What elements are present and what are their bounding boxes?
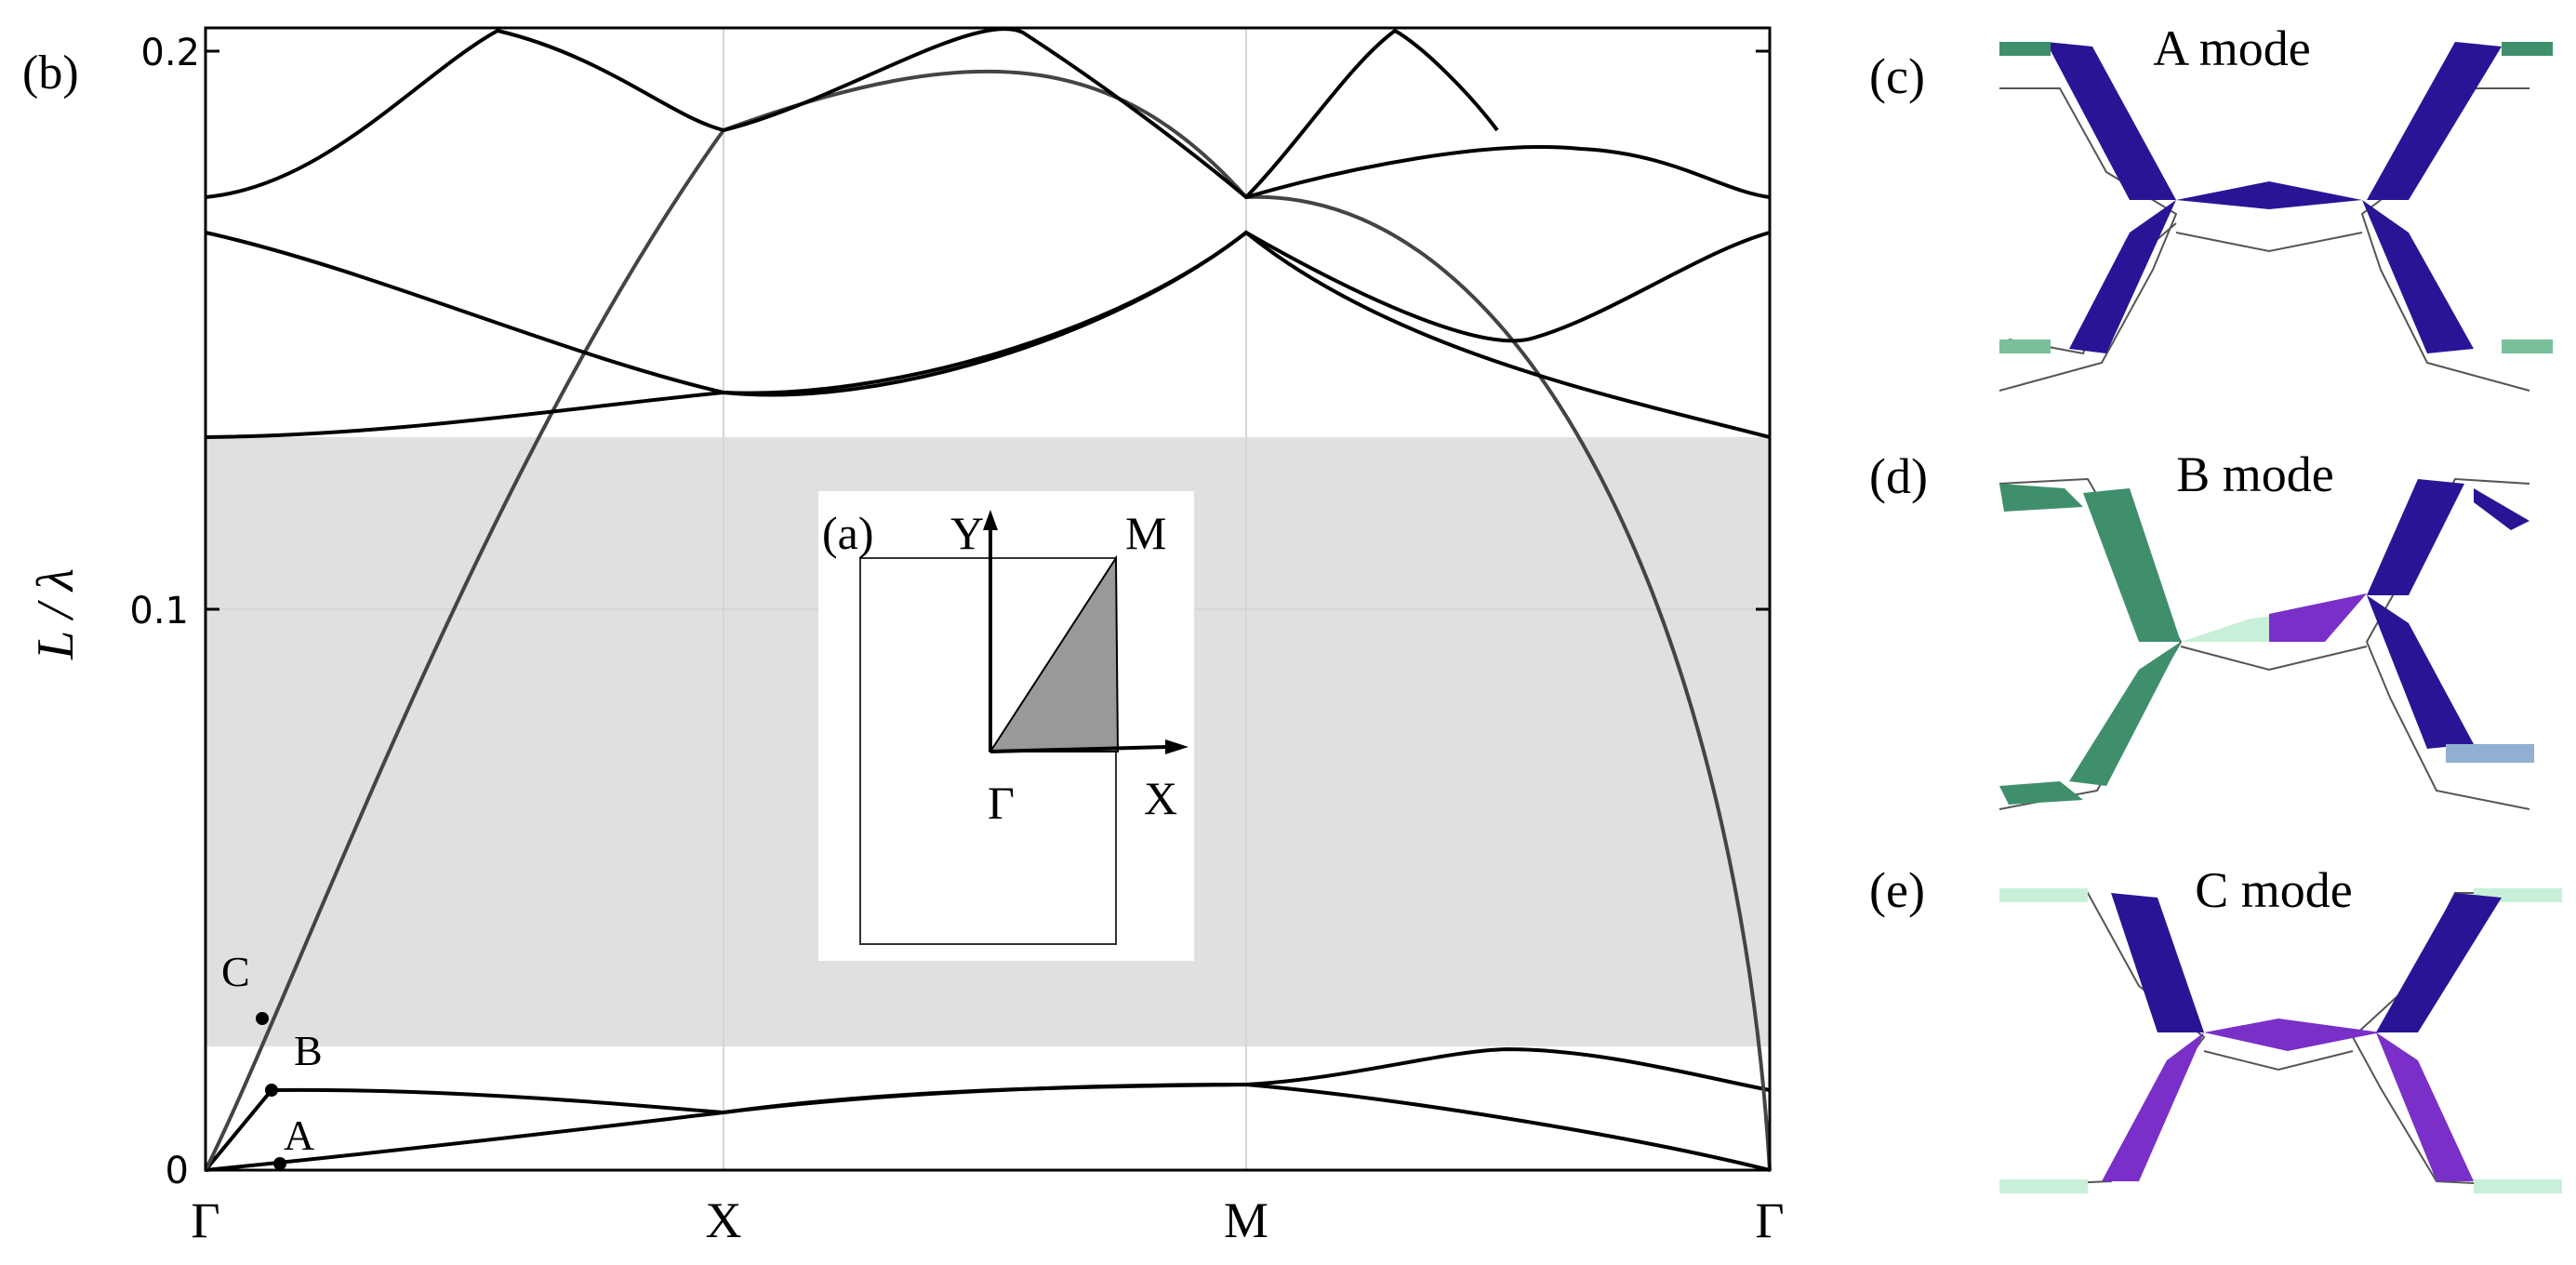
panel-label-d: (d) [1869, 448, 1928, 504]
band-optical-4 [1244, 28, 1499, 199]
marker-a [273, 1157, 286, 1170]
marker-label-a: A [284, 1112, 314, 1159]
y-tick-01: 0.1 [129, 590, 189, 632]
mode-c-title: C mode [2195, 862, 2353, 918]
mode-shape-c: (e) C mode [1869, 862, 2562, 1193]
y-axis-label: L / λ [27, 568, 85, 660]
x-tick-gamma-right: Γ [1755, 1192, 1784, 1248]
inset-label-x: X [1144, 772, 1177, 824]
y-axis-ticks [206, 49, 1770, 611]
brillouin-zone-inset: (a) Y M X Γ [818, 491, 1194, 961]
x-tick-gamma-left: Γ [191, 1192, 219, 1248]
panel-label-c: (c) [1869, 48, 1925, 104]
band-acoustic-b [204, 1046, 1771, 1172]
band-optical-2 [205, 230, 1771, 439]
mode-b-title: B mode [2176, 446, 2334, 502]
y-tick-02: 0.2 [140, 32, 200, 74]
mode-a-title: A mode [2153, 20, 2311, 76]
dispersion-bands [204, 27, 1772, 1172]
marker-b [265, 1084, 278, 1097]
inset-panel-label-a: (a) [822, 507, 874, 559]
marker-c [256, 1012, 269, 1025]
kx-arrowhead [1165, 739, 1188, 754]
band-acoustic-a [205, 1082, 1771, 1172]
inset-label-m: M [1125, 507, 1166, 559]
band-optical-1 [205, 230, 1771, 439]
mode-shape-b: (d) B mode [1869, 446, 2534, 810]
band-longitudinal [204, 69, 1772, 1171]
band-optical-3 [205, 27, 1771, 200]
mode-shape-a: (c) A mode [1869, 20, 2553, 392]
plot-frame [204, 26, 1772, 1172]
x-tick-m: M [1224, 1192, 1268, 1248]
x-tick-x: X [706, 1192, 742, 1248]
panel-label-e: (e) [1869, 862, 1925, 918]
ky-arrowhead [983, 510, 998, 530]
marker-label-c: C [221, 948, 250, 995]
inset-label-y: Y [950, 507, 984, 559]
y-tick-0: 0 [166, 1150, 189, 1192]
marker-label-b: B [294, 1027, 323, 1074]
panel-label-b: (b) [22, 47, 79, 100]
kx-axis [989, 745, 1168, 753]
inset-label-gamma: Γ [988, 777, 1015, 829]
